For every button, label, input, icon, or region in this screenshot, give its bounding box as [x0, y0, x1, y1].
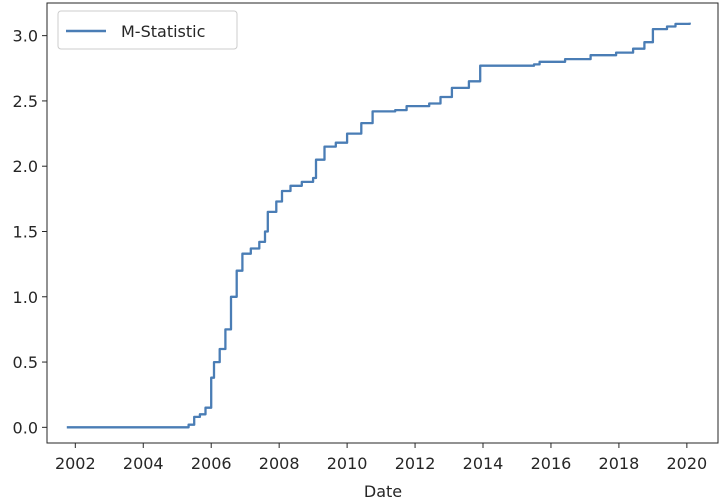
- y-tick-label: 1.5: [13, 222, 38, 241]
- x-tick-label: 2008: [259, 454, 300, 473]
- axes: 2002 2004 2006 2008 2010 2012 2014 2016 2018 2020…: [13, 2, 719, 473]
- x-tick-label: 2016: [531, 454, 572, 473]
- x-tick-label: 2010: [327, 454, 368, 473]
- y-tick-label: 0.5: [13, 353, 38, 372]
- x-tick-label: 2020: [666, 454, 707, 473]
- legend: M-Statistic: [57, 10, 238, 50]
- x-tick-label: 2002: [55, 454, 96, 473]
- plot-area: [66, 22, 691, 429]
- series-line-0: [66, 22, 691, 429]
- x-tick-label: 2018: [599, 454, 640, 473]
- x-tick-label: 2012: [395, 454, 436, 473]
- y-tick-label: 2.5: [13, 92, 38, 111]
- x-tick-label: 2014: [463, 454, 504, 473]
- x-tick-label: 2006: [191, 454, 232, 473]
- y-tick-label: 2.0: [13, 157, 38, 176]
- plot-frame: [46, 2, 719, 444]
- legend-label-m-statistic: M-Statistic: [121, 22, 205, 41]
- x-axis-label: Date: [364, 482, 402, 501]
- x-tick-label: 2004: [123, 454, 164, 473]
- legend-box: [57, 10, 238, 50]
- y-tick-label: 3.0: [13, 27, 38, 46]
- y-tick-label: 1.0: [13, 288, 38, 307]
- y-tick-label: 0.0: [13, 418, 38, 437]
